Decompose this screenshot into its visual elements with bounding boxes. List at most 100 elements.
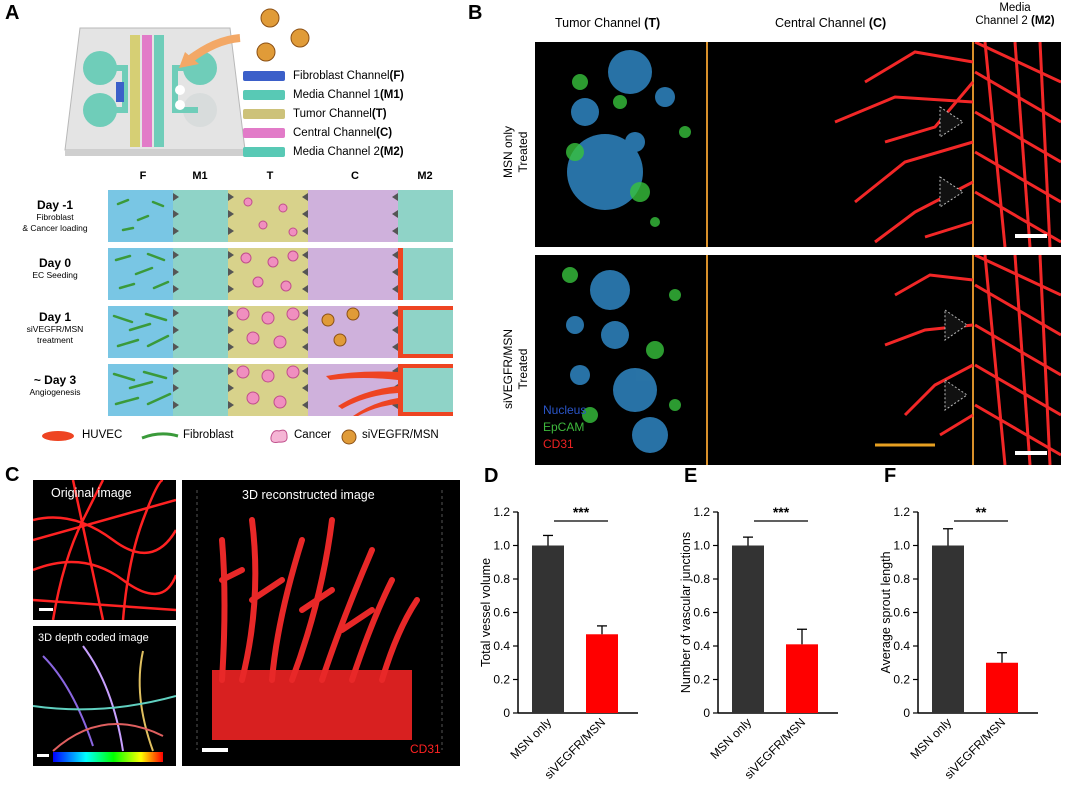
legend-item: Central Channel (C) xyxy=(243,125,392,141)
legend-label: Tumor Channel xyxy=(293,108,372,120)
y-tick-label: 0 xyxy=(503,706,510,720)
day-desc: treatment xyxy=(37,335,73,345)
reconstructed-image-art xyxy=(196,490,443,752)
row-label-text: Treated xyxy=(516,348,530,390)
y-tick-label: 0.6 xyxy=(693,606,710,620)
y-tick-label: 0.2 xyxy=(693,673,710,687)
legend-label: Media Channel 1 xyxy=(293,89,380,101)
microscopy-msn-only xyxy=(535,42,1061,247)
day-label: ~ Day 3 Angiogenesis xyxy=(5,373,105,398)
legend-swatch xyxy=(243,90,285,100)
cd31-label: CD31 xyxy=(410,742,441,756)
chart-letter: F xyxy=(884,465,896,487)
chip-illustration xyxy=(64,27,246,156)
legend-code: (C) xyxy=(376,127,393,139)
y-tick-label: 1.2 xyxy=(493,505,510,519)
depth-coded-image-art xyxy=(33,645,176,762)
key-huvec-label: HUVEC xyxy=(82,429,123,441)
column-header-f: F xyxy=(139,170,147,182)
y-tick-label: 1.2 xyxy=(893,505,910,519)
cell-key: HUVEC Fibroblast Cancer siVEGFR/MSN xyxy=(40,427,460,449)
x-tick-label: MSN only xyxy=(907,715,954,762)
legend-item: Media Channel 2 (M2) xyxy=(243,144,404,160)
bar-charts: D 0 0.2 0.4 0.6 0.8 1.0 1.2 Total vessel volume M… xyxy=(479,465,1038,782)
y-tick-label: 0.6 xyxy=(493,606,510,620)
header-tumor-channel: Tumor Channel (T) xyxy=(555,16,660,30)
header-media-channel-2: Media Channel 2 (M2) xyxy=(970,2,1060,28)
microscopy-sivegfr: Nucleus EpCAM CD31 xyxy=(535,255,1061,465)
day-title: ~ Day 3 xyxy=(33,373,77,387)
significance-marker: ** xyxy=(976,504,987,520)
stain-label-nucleus: Nucleus xyxy=(543,403,587,417)
y-tick-label: 0.4 xyxy=(493,639,510,653)
y-tick-label: 1.2 xyxy=(693,505,710,519)
day-desc: & Cancer loading xyxy=(22,223,88,233)
legend-item: Fibroblast Channel (F) xyxy=(243,68,404,84)
legend-code: (T) xyxy=(371,108,387,120)
original-image: Original image xyxy=(33,480,176,620)
panel-a-letter: A xyxy=(5,2,20,24)
original-image-label: Original image xyxy=(51,486,132,500)
stain-label-epcam: EpCAM xyxy=(543,420,585,434)
column-header-m2: M2 xyxy=(417,170,433,182)
header-text: Channel 2 xyxy=(975,15,1031,27)
x-tick-label: MSN only xyxy=(507,715,554,762)
y-tick-label: 0.4 xyxy=(693,639,710,653)
column-header-t: T xyxy=(266,170,274,182)
legend-swatch xyxy=(243,128,285,138)
chart-letter: D xyxy=(484,465,498,487)
significance-marker: *** xyxy=(773,504,790,520)
stain-label-cd31: CD31 xyxy=(543,437,574,451)
column-header-c: C xyxy=(351,170,359,182)
y-tick-label: 0.4 xyxy=(893,639,910,653)
header-code: (M2) xyxy=(1030,15,1055,27)
row-label-text: siVEGFR/MSN xyxy=(501,329,515,410)
nanoparticle-icons xyxy=(256,8,310,62)
y-axis-title: Total vessel volume xyxy=(479,558,493,667)
bar xyxy=(786,644,818,713)
microscopy-sivegfr-art xyxy=(562,255,1061,465)
y-tick-label: 0.8 xyxy=(893,572,910,586)
day-label: Day -1 Fibroblast & Cancer loading xyxy=(5,198,105,234)
day-title: Day 0 xyxy=(38,256,72,270)
column-header-m1: M1 xyxy=(192,170,208,182)
day-label: Day 1 siVEGFR/MSN treatment xyxy=(5,310,105,346)
legend-label: Media Channel 2 xyxy=(293,146,380,158)
key-particle-label: siVEGFR/MSN xyxy=(362,429,439,441)
day-label: Day 0 EC Seeding xyxy=(5,256,105,281)
key-cancer-label: Cancer xyxy=(294,429,332,441)
bar xyxy=(586,634,618,713)
y-tick-label: 1.0 xyxy=(493,539,510,553)
header-code: (C) xyxy=(868,16,887,30)
channel-legend: Fibroblast Channel (F) Media Channel 1 (… xyxy=(243,68,443,164)
day-title: Day 1 xyxy=(38,310,72,324)
depth-coded-label: 3D depth coded image xyxy=(38,632,149,644)
legend-label: Central Channel xyxy=(293,127,377,139)
row-label-text: MSN only xyxy=(501,126,515,179)
row-label-msn-only: MSN only Treated xyxy=(501,92,535,212)
bar xyxy=(532,545,564,713)
header-text: Tumor Channel xyxy=(555,16,645,30)
y-tick-label: 0 xyxy=(903,706,910,720)
significance-marker: *** xyxy=(573,504,590,520)
key-fibroblast-label: Fibroblast xyxy=(183,429,234,441)
panel-c-letter: C xyxy=(5,464,20,486)
y-axis-title: Average sprout length xyxy=(879,551,893,673)
y-tick-label: 0.6 xyxy=(893,606,910,620)
microscopy-msn-only-art xyxy=(566,42,1061,247)
header-text: Central Channel xyxy=(775,16,869,30)
y-tick-label: 0.8 xyxy=(693,572,710,586)
day-title: Day -1 xyxy=(36,198,74,212)
day-desc: Fibroblast xyxy=(36,212,74,222)
row-label-text: Treated xyxy=(516,131,530,173)
header-central-channel: Central Channel (C) xyxy=(775,16,886,30)
chart-letter: E xyxy=(684,465,697,487)
channel-rows xyxy=(108,190,453,416)
day-desc: siVEGFR/MSN xyxy=(26,324,84,334)
legend-code: (M1) xyxy=(379,89,404,101)
legend-code: (F) xyxy=(389,70,405,82)
cancer-cell-icon xyxy=(270,429,288,443)
reconstructed-label: 3D reconstructed image xyxy=(242,488,375,502)
y-tick-label: 1.0 xyxy=(893,539,910,553)
panel-b-letter: B xyxy=(468,2,483,24)
